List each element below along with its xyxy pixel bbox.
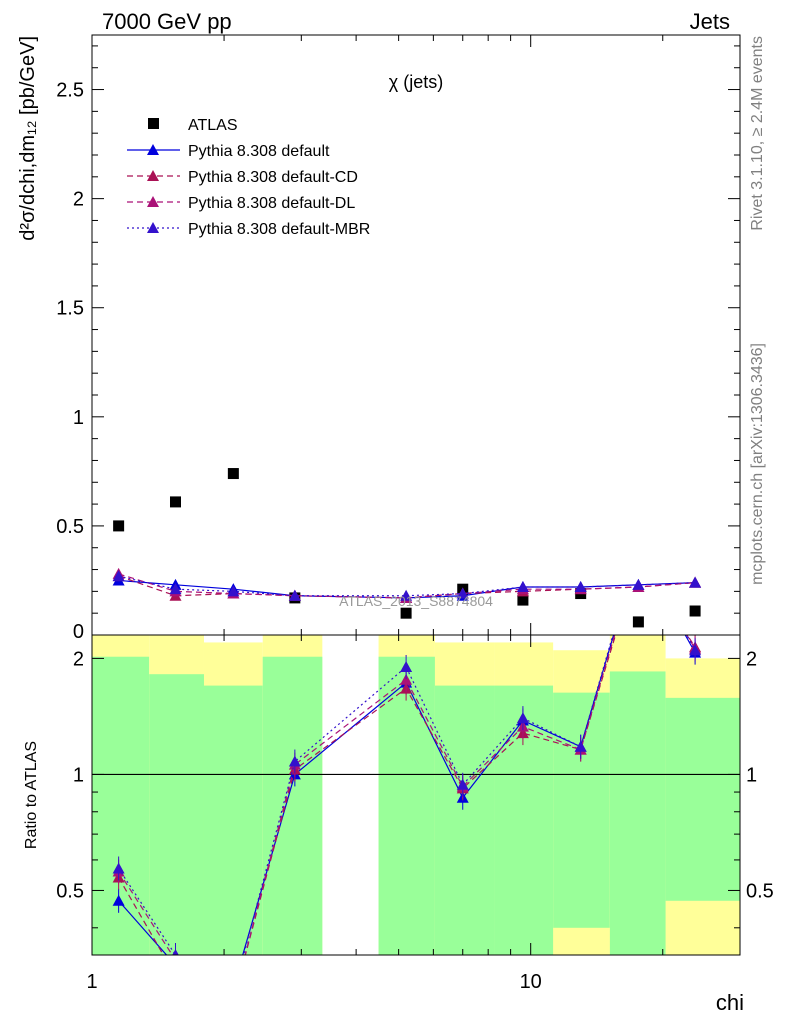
x-tick-label: 10 bbox=[520, 971, 542, 993]
ratio-point-3 bbox=[112, 862, 125, 874]
mc-point-4 bbox=[632, 578, 645, 590]
ratio-point-0 bbox=[169, 959, 181, 970]
x-axis-label: chi bbox=[716, 990, 744, 1015]
ratio-y-tick-label-right: 0.5 bbox=[746, 880, 774, 902]
side-label-rivet: Rivet 3.1.10, ≥ 2.4M events bbox=[749, 36, 766, 231]
y-tick-label: 1 bbox=[73, 407, 84, 429]
main-y-axis-label: d²σ/dchi,dm₁₂ [pb/GeV] bbox=[17, 36, 39, 241]
ratio-point-0 bbox=[112, 894, 125, 906]
ratio-point-3 bbox=[400, 660, 413, 672]
main-plot-series bbox=[112, 468, 702, 628]
ratio-series bbox=[112, 541, 702, 1005]
legend-marker-1 bbox=[147, 144, 159, 155]
header-left: 7000 GeV pp bbox=[102, 9, 232, 34]
legend-marker-atlas bbox=[148, 118, 159, 129]
atlas-data-point bbox=[689, 605, 701, 617]
legend-label-4: Pythia 8.308 default-MBR bbox=[188, 221, 370, 238]
legend-label-1: Pythia 8.308 default bbox=[188, 143, 330, 160]
mc-point-4 bbox=[574, 581, 587, 592]
ratio-point-3 bbox=[288, 755, 301, 767]
legend-marker-4 bbox=[147, 222, 159, 233]
legend-label-2: Pythia 8.308 default-CD bbox=[188, 169, 358, 186]
ratio-point-0 bbox=[632, 545, 644, 556]
legend: ATLAS Pythia 8.308 default Pythia 8.308 de… bbox=[127, 117, 370, 238]
atlas-data-point bbox=[169, 496, 181, 508]
mc-point-4 bbox=[288, 589, 301, 601]
ratio-point-2 bbox=[227, 994, 239, 1005]
legend-label-0: ATLAS bbox=[188, 117, 238, 134]
ratio-point-1 bbox=[169, 970, 181, 981]
ratio-point-3 bbox=[172, 949, 179, 955]
mc-point-4 bbox=[112, 570, 125, 582]
atlas-data-point bbox=[227, 468, 239, 480]
analysis-watermark: ATLAS_2013_S8874804 bbox=[339, 593, 493, 609]
ratio-plot-panel: 0.5 0.5 1 1 2 2 1 10 bbox=[56, 541, 774, 1005]
ratio-y-axis-label: Ratio to ATLAS bbox=[23, 741, 40, 849]
y-tick-label: 2 bbox=[73, 189, 84, 211]
legend-label-3: Pythia 8.308 default-DL bbox=[188, 195, 355, 212]
atlas-data-point bbox=[400, 607, 412, 619]
ratio-line-0 bbox=[118, 635, 696, 955]
ratio-point-0 bbox=[227, 981, 239, 992]
atlas-data-point bbox=[113, 520, 125, 532]
ratio-point-2 bbox=[400, 673, 413, 685]
legend-marker-2 bbox=[147, 170, 159, 181]
atlas-data-point bbox=[517, 594, 529, 606]
mc-point-4 bbox=[516, 581, 529, 592]
ratio-point-2 bbox=[632, 549, 644, 560]
mc-point-4 bbox=[456, 587, 469, 599]
outer-band-low-0 bbox=[553, 927, 610, 955]
plot-title: χ (jets) bbox=[389, 72, 443, 92]
inner-band-4 bbox=[378, 656, 435, 955]
ratio-y-tick-label: 2 bbox=[73, 648, 84, 670]
mc-point-4 bbox=[689, 576, 702, 588]
ratio-point-3 bbox=[689, 644, 702, 656]
y-tick-label: 2.5 bbox=[56, 80, 84, 102]
ratio-plot-frame bbox=[91, 634, 741, 956]
outer-band-low-1 bbox=[665, 900, 740, 955]
y-tick-label: 0.5 bbox=[56, 516, 84, 538]
ratio-point-3 bbox=[456, 778, 469, 790]
inner-band-0 bbox=[92, 656, 150, 955]
ratio-y-tick-label: 1 bbox=[73, 764, 84, 786]
ratio-y-tick-label-right: 2 bbox=[746, 648, 757, 670]
inner-band-1 bbox=[149, 674, 204, 955]
mc-point-4 bbox=[400, 589, 413, 601]
mc-line-1 bbox=[118, 579, 696, 599]
ratio-point-3 bbox=[516, 712, 529, 724]
ratio-y-tick-label-right: 1 bbox=[746, 764, 757, 786]
main-plot-panel: 0.5 1 1.5 2 2.5 0 bbox=[56, 35, 741, 955]
inner-band-8 bbox=[609, 671, 666, 955]
atlas-data-point bbox=[632, 616, 644, 628]
mc-point-4 bbox=[227, 585, 240, 597]
mc-line-3 bbox=[118, 573, 696, 599]
y-tick-label-zero: 0 bbox=[73, 621, 84, 643]
header-right: Jets bbox=[690, 9, 730, 34]
x-tick-label: 1 bbox=[86, 971, 97, 993]
ratio-point-1 bbox=[227, 994, 239, 1005]
ratio-point-1 bbox=[632, 554, 644, 565]
legend-marker-3 bbox=[147, 196, 159, 207]
ratio-point-3 bbox=[632, 541, 644, 552]
inner-band-2 bbox=[203, 685, 263, 955]
ratio-point-2 bbox=[174, 953, 177, 955]
side-label-mcplots: mcplots.cern.ch [arXiv:1306.3436] bbox=[749, 343, 766, 585]
ratio-y-tick-label: 0.5 bbox=[56, 880, 84, 902]
ratio-point-3 bbox=[574, 740, 587, 752]
mc-point-4 bbox=[169, 583, 182, 595]
inner-band-3 bbox=[262, 656, 323, 955]
inner-band-5 bbox=[434, 685, 495, 955]
inner-band-7 bbox=[553, 692, 610, 955]
uncertainty-bands bbox=[92, 635, 740, 955]
y-tick-label: 1.5 bbox=[56, 298, 84, 320]
ratio-point-3 bbox=[227, 988, 239, 999]
